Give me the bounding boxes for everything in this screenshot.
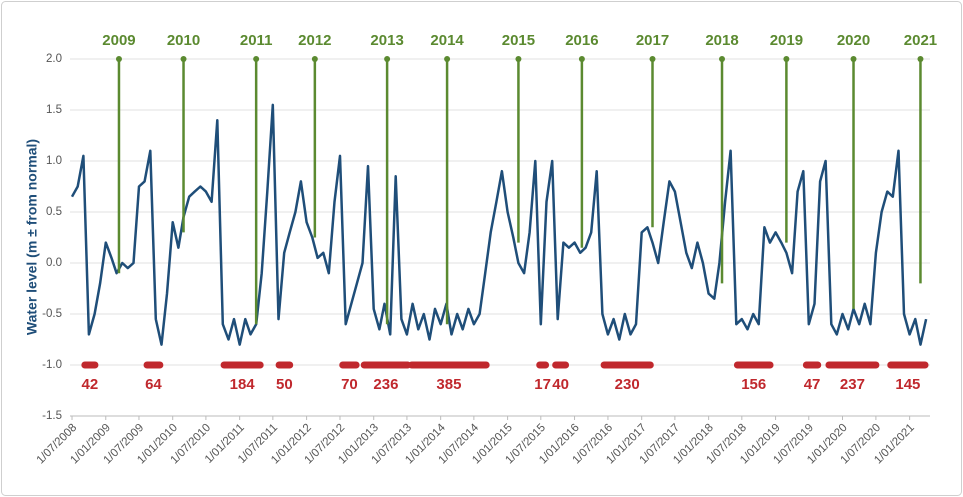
year-label: 2011 <box>240 32 273 49</box>
year-marker-dot <box>444 56 451 62</box>
period-label: 156 <box>741 376 766 393</box>
period-label: 17 <box>534 376 551 393</box>
year-marker-dot <box>180 56 187 62</box>
year-label: 2010 <box>167 32 200 49</box>
period-label: 145 <box>895 376 920 393</box>
y-tick-label: -0.5 <box>42 308 62 320</box>
year-marker-dot <box>253 56 260 62</box>
year-marker-dot <box>578 56 585 62</box>
period-label: 50 <box>276 376 293 393</box>
year-marker-dot <box>649 56 656 62</box>
period-label: 237 <box>840 376 865 393</box>
year-marker-dot <box>311 56 318 62</box>
period-label: 70 <box>341 376 358 393</box>
period-label: 47 <box>804 376 821 393</box>
year-label: 2015 <box>502 32 535 49</box>
year-label: 2021 <box>904 32 937 49</box>
period-label: 42 <box>82 376 99 393</box>
period-label: 236 <box>373 376 398 393</box>
y-tick-label: -1.0 <box>42 359 62 371</box>
water-level-line <box>70 103 928 346</box>
year-marker-dot <box>115 56 122 62</box>
period-label: 64 <box>145 376 162 393</box>
year-marker-dot <box>384 56 391 62</box>
period-label: 230 <box>615 376 640 393</box>
year-label: 2009 <box>102 32 135 49</box>
year-label: 2014 <box>430 32 464 49</box>
y-tick-label: 1.5 <box>46 104 62 116</box>
y-axis-label: Water level (m ± from normal) <box>24 139 40 335</box>
year-label: 2018 <box>705 32 738 49</box>
y-tick-label: 2.0 <box>46 53 62 65</box>
y-tick-label: 1.0 <box>46 155 62 167</box>
year-label: 2013 <box>370 32 403 49</box>
year-marker-dot <box>719 56 726 62</box>
year-marker-dot <box>917 56 924 62</box>
year-label: 2019 <box>770 32 803 49</box>
y-tick-label: 0.5 <box>46 206 62 218</box>
y-tick-label: 0.0 <box>46 257 62 269</box>
period-label: 40 <box>552 376 569 393</box>
period-label: 184 <box>230 376 256 393</box>
year-label: 2020 <box>837 32 870 49</box>
year-marker-dot <box>783 56 790 62</box>
year-label: 2012 <box>298 32 331 49</box>
year-marker-dot <box>850 56 857 62</box>
year-label: 2016 <box>565 32 598 49</box>
year-marker-dot <box>515 56 522 62</box>
year-label: 2017 <box>636 32 669 49</box>
period-label: 385 <box>436 376 461 393</box>
y-tick-label: -1.5 <box>42 410 62 422</box>
